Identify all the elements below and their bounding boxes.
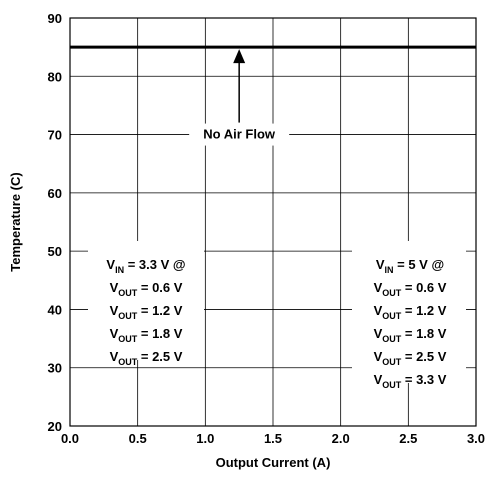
annotation-line: VOUT = 1.2 V xyxy=(374,303,447,321)
y-tick-label: 50 xyxy=(48,244,62,259)
annotation-line: VOUT = 2.5 V xyxy=(110,349,183,367)
y-tick-label: 20 xyxy=(48,419,62,434)
y-tick-label: 70 xyxy=(48,128,62,143)
x-tick-label: 0.0 xyxy=(61,431,79,446)
y-tick-labels: 20 30 40 50 60 70 80 90 xyxy=(48,11,62,434)
y-tick-label: 40 xyxy=(48,302,62,317)
annotation-line: VIN = 3.3 V @ xyxy=(106,257,185,275)
y-tick-label: 60 xyxy=(48,186,62,201)
annotation-line: VOUT = 1.2 V xyxy=(110,303,183,321)
right-box-bg xyxy=(352,241,466,383)
annotation-line: VOUT = 1.8 V xyxy=(110,326,183,344)
x-tick-label: 1.0 xyxy=(196,431,214,446)
annotation-line: VOUT = 3.3 V xyxy=(374,372,447,390)
plot-frame xyxy=(69,17,477,427)
y-tick-label: 30 xyxy=(48,361,62,376)
annotation-line: VOUT = 2.5 V xyxy=(374,349,447,367)
annotations-group: No Air Flow VIN = 3.3 V @ VOUT = 0.6 V VOUT… xyxy=(88,49,466,390)
x-tick-label: 0.5 xyxy=(129,431,147,446)
x-axis-title: Output Current (A) xyxy=(216,455,331,470)
annotation-line: VOUT = 0.6 V xyxy=(110,280,183,298)
annotation-line: VIN = 5 V @ xyxy=(376,257,444,275)
x-tick-label: 3.0 xyxy=(467,431,485,446)
arrow-label-bg xyxy=(189,123,290,146)
y-tick-label: 90 xyxy=(48,11,62,26)
x-tick-label: 2.0 xyxy=(332,431,350,446)
annotation-line: VOUT = 1.8 V xyxy=(374,326,447,344)
y-axis-title: Temperature (C) xyxy=(8,172,23,271)
left-box-bg xyxy=(88,241,204,360)
x-tick-label: 1.5 xyxy=(264,431,282,446)
annotation-line: VOUT = 0.6 V xyxy=(374,280,447,298)
x-tick-label: 2.5 xyxy=(399,431,417,446)
arrow-head xyxy=(233,49,246,64)
arrow-label: No Air Flow xyxy=(203,127,276,142)
x-tick-labels: 0.0 0.5 1.0 1.5 2.0 2.5 3.0 xyxy=(61,431,485,446)
y-tick-label: 80 xyxy=(48,69,62,84)
